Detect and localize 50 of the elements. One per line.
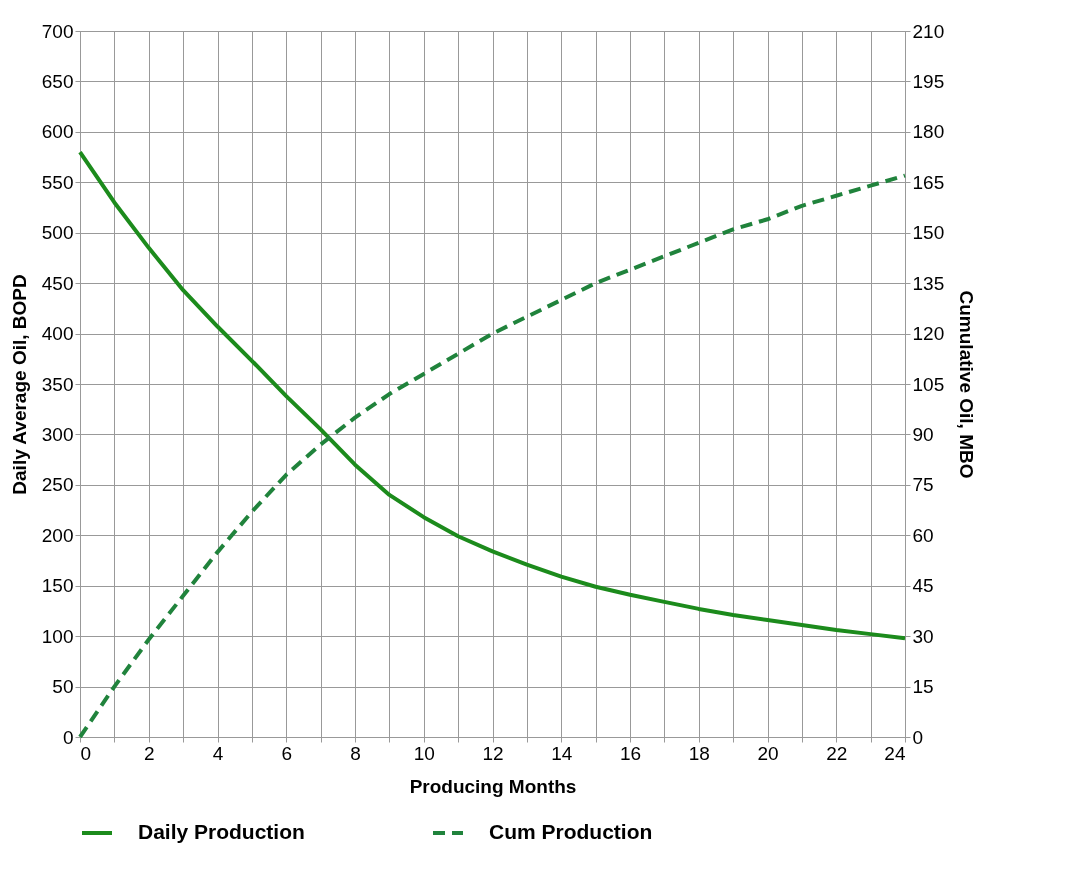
y2-tick-label: 180 (912, 121, 945, 143)
x-tick-label: 0 (80, 742, 92, 764)
legend-label: Daily Production (138, 820, 305, 843)
x-tick-label: 14 (551, 742, 573, 764)
x-tick-label: 6 (281, 742, 293, 764)
y2-tick-label: 0 (912, 726, 924, 748)
x-tick-label: 22 (826, 742, 848, 764)
x-axis-title: Producing Months (409, 775, 577, 797)
y-tick-label: 650 (41, 70, 74, 92)
y-tick-label: 200 (41, 524, 74, 546)
x-tick-label: 4 (212, 742, 224, 764)
y-axis-title: Daily Average Oil, BOPD (8, 274, 30, 495)
y-tick-label: 700 (41, 20, 74, 42)
y2-tick-label: 60 (912, 524, 934, 546)
y2-tick-label: 15 (912, 676, 934, 698)
y-tick-label: 250 (41, 474, 74, 496)
y2-tick-label: 45 (912, 575, 934, 597)
y-tick-label: 50 (52, 676, 74, 698)
line-series (78, 150, 907, 641)
y2-tick-label: 150 (912, 222, 945, 244)
y2-axis-title: Cumulative Oil, MBO (956, 290, 978, 479)
y-tick-label: 300 (41, 423, 74, 445)
y-tick-label: 400 (41, 323, 74, 345)
legend-label: Cum Production (489, 820, 653, 843)
x-tick-label: 8 (350, 742, 361, 764)
x-tick-label: 12 (482, 742, 504, 764)
y-tick-label: 150 (41, 575, 74, 597)
x-tick-label: 20 (757, 742, 779, 764)
y-tick-label: 0 (62, 726, 74, 748)
x-tick-label: 2 (143, 742, 155, 764)
x-tick-label: 16 (619, 742, 642, 764)
y2-tick-label: 165 (912, 171, 945, 193)
y-tick-label: 100 (41, 625, 74, 647)
x-tick-label: 24 (884, 742, 906, 764)
line-series (78, 173, 907, 739)
y-tick-label: 500 (41, 222, 74, 244)
y-tick-label: 600 (41, 121, 74, 143)
x-tick-label: 18 (688, 742, 710, 764)
y2-tick-label: 30 (912, 625, 934, 647)
x-tick-label: 10 (413, 742, 435, 764)
y2-tick-label: 105 (912, 373, 945, 395)
y-tick-label: 550 (41, 171, 74, 193)
y2-tick-label: 210 (912, 20, 945, 42)
y2-tick-label: 195 (912, 70, 945, 92)
y-tick-label: 350 (41, 373, 74, 395)
y2-tick-label: 120 (912, 323, 945, 345)
y2-tick-label: 135 (912, 272, 945, 294)
y-tick-label: 450 (41, 272, 74, 294)
y2-tick-label: 90 (912, 423, 934, 445)
y2-tick-label: 75 (912, 474, 934, 496)
